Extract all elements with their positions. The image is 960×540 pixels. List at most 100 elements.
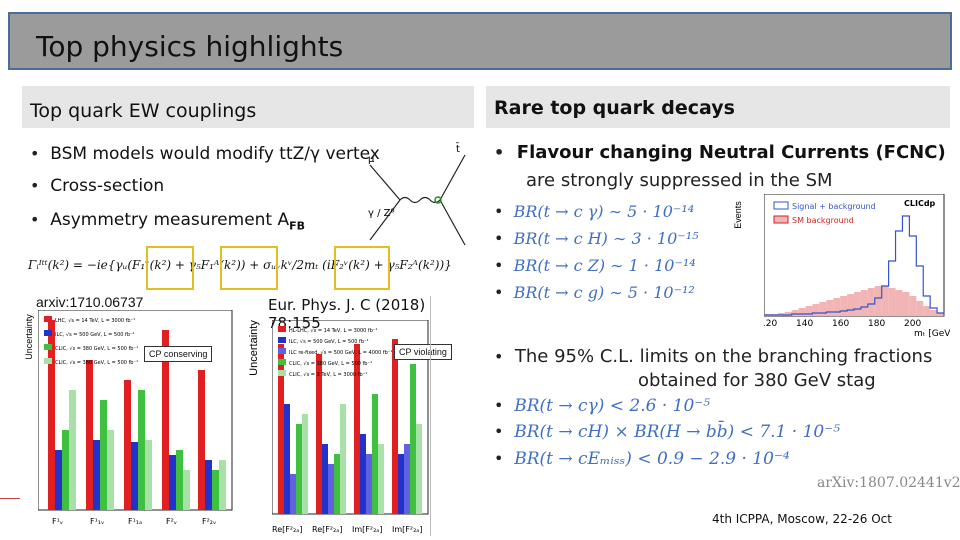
left-section-header bbox=[22, 86, 474, 128]
br-item-3: • BR(t → c Z) ∼ 1 · 10⁻¹⁴ bbox=[494, 256, 696, 275]
plot1-bar bbox=[183, 470, 190, 510]
plot2-legend-label: HL-LHC, √s = 14 TeV, L = 3000 fb⁻¹ bbox=[289, 328, 378, 334]
plot2-bar bbox=[366, 454, 372, 514]
plot1-xtick: F¹ᵥ bbox=[52, 517, 63, 526]
left-section-title: Top quark EW couplings bbox=[30, 100, 257, 122]
highlight-box-1 bbox=[146, 246, 194, 290]
plot2-bar bbox=[398, 454, 404, 514]
plot1-bar bbox=[86, 360, 93, 510]
divider-line bbox=[430, 296, 431, 536]
plot1-bar bbox=[62, 430, 69, 510]
plot1-legend-label: CLIC, √s = 380 GeV, L = 500 fb⁻¹ bbox=[55, 360, 138, 366]
plot2-xtick: Re[F²₂ₐ] bbox=[312, 525, 343, 534]
cp-violating-label: CP violating bbox=[394, 344, 452, 360]
histogram-bg-bar bbox=[902, 292, 910, 316]
histogram-bg-bar bbox=[854, 292, 861, 316]
title-bar bbox=[8, 12, 952, 70]
plot1-bar bbox=[138, 390, 145, 510]
plot2-bar bbox=[354, 344, 360, 514]
arxiv-reference: arXiv:1807.02441v2 bbox=[817, 475, 960, 491]
plot1-bar bbox=[169, 455, 176, 510]
left-bullet-2: • Cross-section bbox=[30, 176, 165, 196]
highlight-box-3 bbox=[334, 246, 390, 290]
plot2-xtick: Im[F²₂ₐ] bbox=[352, 525, 383, 534]
plot2-bar bbox=[392, 339, 398, 514]
histogram-signal-line bbox=[764, 215, 945, 316]
plot1-bar bbox=[176, 450, 183, 510]
cp-conserving-label: CP conserving bbox=[144, 346, 213, 362]
plot2-legend-label: CLIC, √s = 3 TeV, L = 3000 fb⁻¹ bbox=[289, 372, 367, 378]
slide-title: Top physics highlights bbox=[36, 30, 344, 63]
histogram-bg-bar bbox=[833, 298, 841, 316]
plot1-bar bbox=[131, 442, 138, 510]
histogram-xtick: 140 bbox=[796, 319, 813, 329]
plot1-xtick: F²₂ᵥ bbox=[202, 517, 216, 526]
histogram-bg-bar bbox=[881, 286, 889, 316]
limits-bullet: • The 95% C.L. limits on the branching f… bbox=[494, 346, 933, 367]
histogram-ylabel: Events bbox=[732, 201, 743, 229]
histogram-xtick: 120 bbox=[764, 319, 777, 329]
plot2-legend-swatch bbox=[278, 337, 286, 343]
histogram-bg-bar bbox=[916, 301, 924, 316]
plot2-xtick: Im[F²₂ₐ] bbox=[392, 525, 423, 534]
histogram-xtick: 160 bbox=[832, 319, 849, 329]
plot1-bar bbox=[48, 320, 55, 510]
plot1-xtick: F¹₁ᵥ bbox=[90, 517, 104, 526]
histogram-bg-bar bbox=[909, 296, 917, 316]
plot1-bar bbox=[198, 370, 205, 510]
histogram-xlabel: mₜ [GeV] bbox=[914, 329, 950, 338]
histogram-bg-bar bbox=[895, 290, 903, 316]
plot2-bar bbox=[296, 424, 302, 514]
plot1-bar bbox=[145, 440, 152, 510]
plot1-bar bbox=[100, 400, 107, 510]
histogram-bg-bar bbox=[874, 286, 882, 316]
plot1-bar bbox=[55, 450, 62, 510]
plot1-bar bbox=[124, 380, 131, 510]
plot1-legend-swatch bbox=[44, 330, 52, 336]
feynman-label-boson: γ / Z⁰ bbox=[368, 208, 395, 219]
plot2-bar bbox=[290, 474, 296, 514]
histogram-bg-bar bbox=[860, 290, 868, 316]
plot2-bar bbox=[416, 424, 422, 514]
plot1-bar bbox=[205, 460, 212, 510]
plot1-legend-label: LHC, √s = 14 TeV, L = 3000 fb⁻¹ bbox=[55, 318, 135, 324]
plot1-arxiv: arxiv:1710.06737 bbox=[36, 294, 144, 310]
footer-accent-line bbox=[0, 498, 20, 499]
histogram-bg-bar bbox=[923, 306, 931, 316]
plot2-legend-label: ILC re-fixed, √s = 500 GeV, L = 4000 fb⁻… bbox=[289, 350, 392, 356]
histogram-svg: CLICdp Signal + background SM background… bbox=[764, 194, 950, 338]
limits-line2: obtained for 380 GeV stag bbox=[638, 370, 876, 391]
plot2-bar bbox=[284, 404, 290, 514]
histogram-bg-bar bbox=[784, 312, 792, 316]
highlight-box-2 bbox=[220, 246, 278, 290]
feynman-diagram: μ t̄ γ / Z⁰ bbox=[368, 142, 466, 246]
histogram-bg-bar bbox=[840, 296, 848, 316]
histogram-bg-bar bbox=[937, 313, 944, 316]
right-section-header bbox=[486, 86, 950, 128]
plot2-legend-swatch bbox=[278, 359, 286, 365]
plot2-bar bbox=[372, 394, 378, 514]
limit-item-2: • BR(t → cH) × BR(H → bb̄) < 7.1 · 10⁻⁵ bbox=[494, 422, 841, 442]
plot1-svg: LHC, √s = 14 TeV, L = 3000 fb⁻¹ ILC, √s =… bbox=[38, 310, 233, 526]
plot2-legend-label: CLIC, √s = 380 GeV, L = 500 fb⁻¹ bbox=[289, 361, 372, 367]
plot2-bar bbox=[328, 464, 334, 514]
histogram-bg-bar bbox=[791, 310, 799, 316]
histogram-legend-signal: Signal + background bbox=[792, 202, 876, 211]
br-item-4: • BR(t → c g) ∼ 5 · 10⁻¹² bbox=[494, 283, 695, 302]
plot2-legend-swatch bbox=[278, 370, 286, 376]
plot1-legend-label: ILC, √s = 500 GeV, L = 500 fb⁻¹ bbox=[55, 332, 135, 338]
cp-violating-plot: Eur. Phys. J. C (2018) 78:155 Uncertaint… bbox=[240, 296, 470, 540]
histogram-bg-bar bbox=[930, 310, 938, 316]
footer-text: 4th ICPPA, Moscow, 22-26 Oct bbox=[712, 512, 892, 526]
histogram-title: CLICdp bbox=[904, 199, 936, 208]
plot1-bar bbox=[162, 330, 169, 510]
limit-item-1: • BR(t → cγ) < 2.6 · 10⁻⁵ bbox=[494, 396, 711, 416]
plot2-bar bbox=[340, 404, 346, 514]
histogram-xtick: 200 bbox=[904, 319, 921, 329]
fcnc-line2: are strongly suppressed in the SM bbox=[526, 170, 833, 191]
plot1-xtick: F¹₁ₐ bbox=[128, 517, 142, 526]
left-bullet-1: • BSM models would modify ttZ/γ vertex bbox=[30, 144, 380, 164]
plot2-bar bbox=[316, 354, 322, 514]
vertex-formula: Γᵢᴵᵗᵗ(k²) = −ie{γᵤ(F₁ᵛ(k²) + γ₅F₁ᴬ(k²)) … bbox=[28, 246, 468, 292]
plot1-ylabel: Uncertainty bbox=[23, 314, 34, 360]
